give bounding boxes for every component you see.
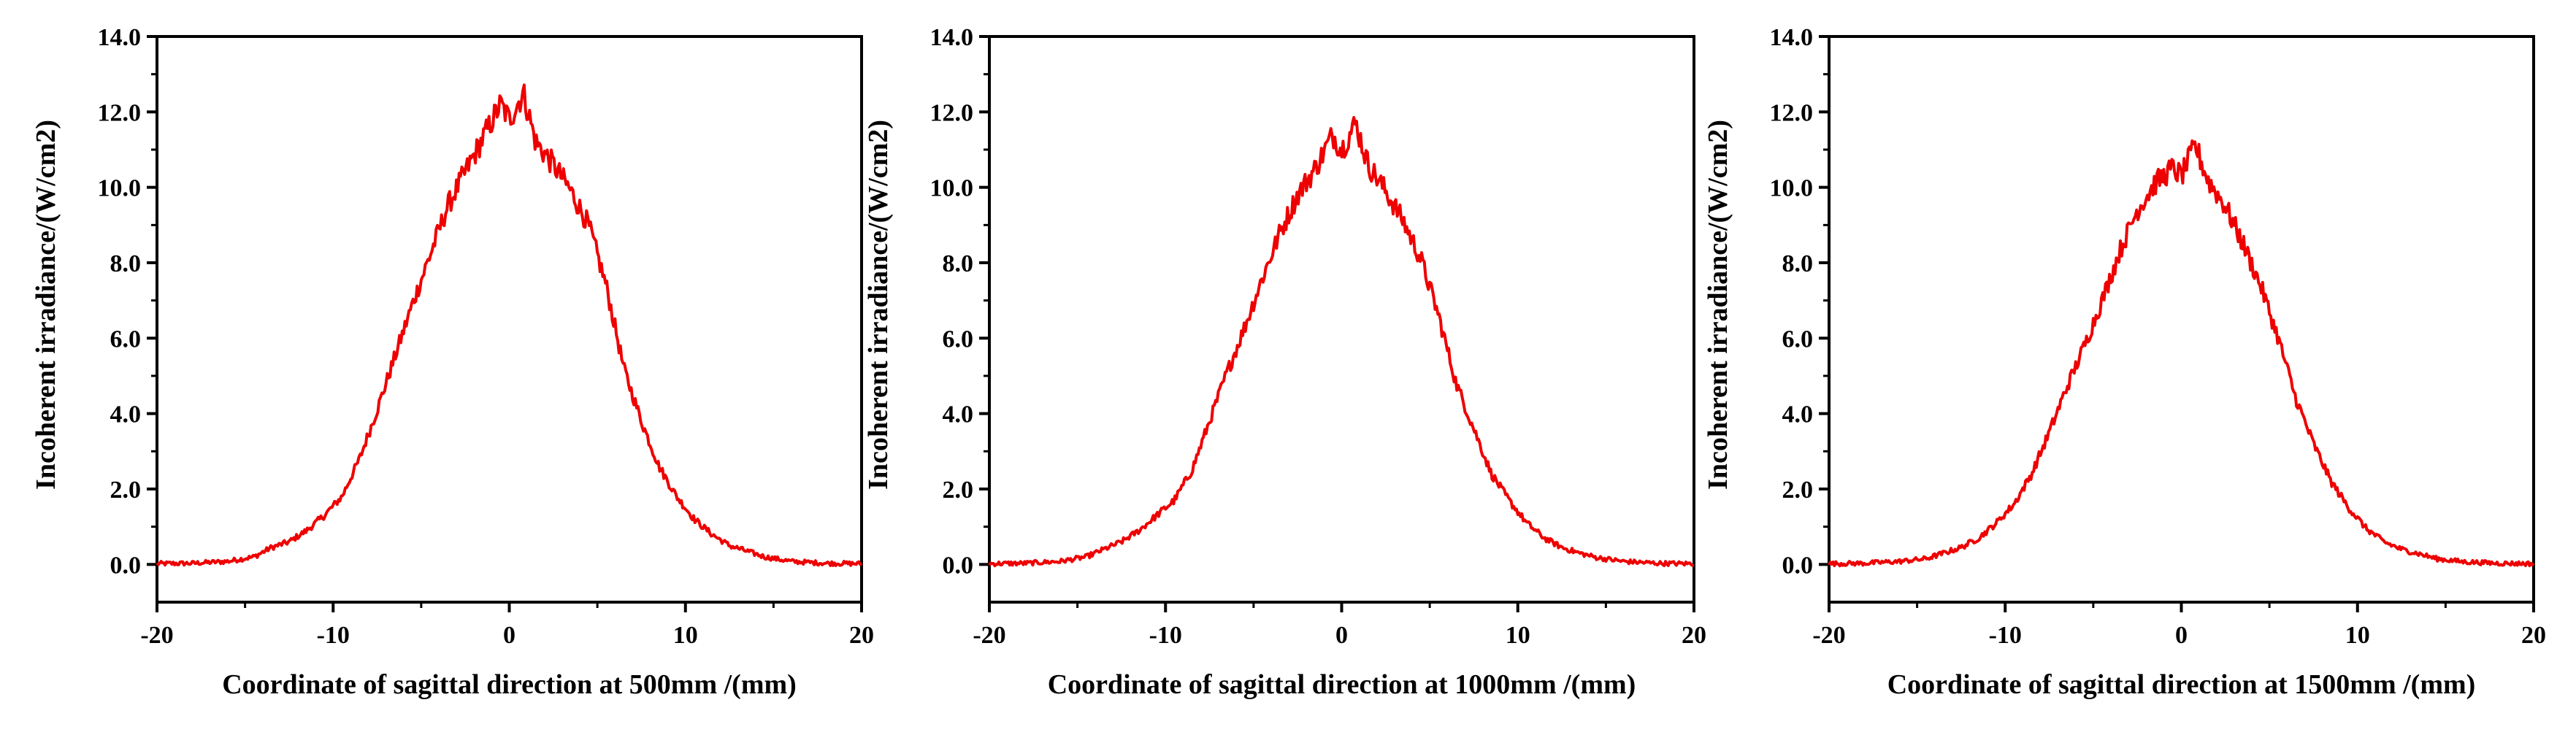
x-tick-label: 0 — [503, 622, 515, 649]
y-tick-label: 14.0 — [98, 24, 142, 51]
y-tick-label: 0.0 — [943, 552, 974, 579]
y-tick-label: 8.0 — [1782, 250, 1814, 277]
x-tick-label: -10 — [1149, 622, 1182, 649]
y-tick-label: 4.0 — [1782, 401, 1814, 428]
x-tick-label: 20 — [849, 622, 874, 649]
x-tick-label: -20 — [140, 622, 173, 649]
plot-frame — [988, 35, 1695, 604]
x-axis-label: Coordinate of sagittal direction at 1500… — [1887, 669, 2476, 700]
y-tick-label: 8.0 — [943, 250, 974, 277]
x-tick-label: 10 — [2345, 622, 2370, 649]
y-tick-label: 10.0 — [98, 175, 142, 202]
y-axis-label: Incoherent irradiance/(W/cm2) — [31, 120, 61, 490]
x-axis-label: Coordinate of sagittal direction at 1000… — [1048, 669, 1636, 700]
y-tick-label: 2.0 — [1782, 477, 1814, 504]
x-tick-label: 10 — [1506, 622, 1530, 649]
y-tick-label: 10.0 — [1770, 175, 1814, 202]
y-tick-label: 6.0 — [1782, 326, 1814, 353]
y-tick-label: 0.0 — [110, 552, 142, 579]
x-tick-label: 20 — [1682, 622, 1706, 649]
y-tick-label: 0.0 — [1782, 552, 1814, 579]
x-tick-label: -20 — [973, 622, 1005, 649]
y-tick-label: 2.0 — [110, 477, 142, 504]
y-tick-label: 12.0 — [930, 99, 974, 126]
y-tick-label: 6.0 — [110, 326, 142, 353]
y-tick-label: 14.0 — [930, 24, 974, 51]
plot-frame — [1828, 35, 2535, 604]
x-tick-label: 0 — [1335, 622, 1348, 649]
chart-panel-2: 0.0 2.0 4.0 6.0 8.0 10.0 12.0 14.0 -20 -10 0 10 20 Co… — [863, 24, 1706, 700]
y-tick-label: 10.0 — [930, 175, 974, 202]
series-line-1000mm — [988, 116, 1695, 568]
y-tick-label: 4.0 — [943, 401, 974, 428]
y-tick-label: 6.0 — [943, 326, 974, 353]
y-axis-label: Incoherent irradiance/(W/cm2) — [1703, 120, 1733, 490]
x-tick-label: 20 — [2521, 622, 2546, 649]
y-tick-label: 12.0 — [1770, 99, 1814, 126]
y-tick-label: 14.0 — [1770, 24, 1814, 51]
chart-panel-1: 0.0 2.0 4.0 6.0 8.0 10.0 12.0 14.0 -20 -10 0 10 20 Co… — [31, 24, 874, 700]
chart-panel-3: 0.0 2.0 4.0 6.0 8.0 10.0 12.0 14.0 -20 -10 0 10 20 Co… — [1703, 24, 2546, 700]
x-tick-label: 10 — [673, 622, 698, 649]
y-tick-label: 8.0 — [110, 250, 142, 277]
x-axis-label: Coordinate of sagittal direction at 500m… — [222, 669, 797, 700]
x-tick-label: -10 — [1989, 622, 2022, 649]
y-tick-label: 2.0 — [943, 477, 974, 504]
series-line-1500mm — [1828, 139, 2535, 568]
x-tick-label: -20 — [1812, 622, 1845, 649]
series-line-500mm — [156, 83, 863, 567]
y-tick-label: 12.0 — [98, 99, 142, 126]
x-tick-label: 0 — [2175, 622, 2188, 649]
y-tick-label: 4.0 — [110, 401, 142, 428]
x-tick-label: -10 — [317, 622, 350, 649]
y-axis-label: Incoherent irradiance/(W/cm2) — [863, 120, 894, 490]
